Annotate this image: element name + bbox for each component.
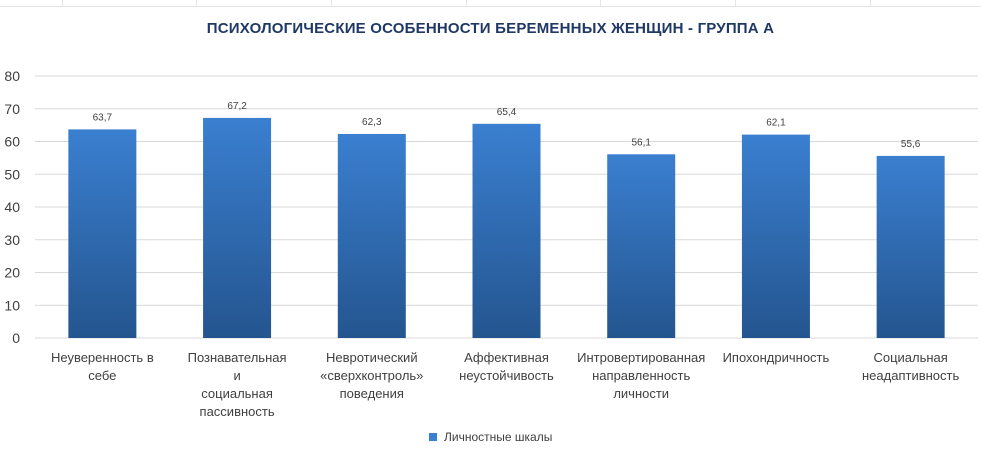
bar bbox=[203, 117, 272, 338]
x-tick-label: Ипохондричность bbox=[723, 350, 830, 365]
x-tick-label: неустойчивость bbox=[459, 368, 554, 383]
x-tick-label: социальная bbox=[201, 386, 273, 401]
y-tick-label: 50 bbox=[4, 166, 20, 182]
legend-swatch bbox=[428, 433, 437, 441]
top-spreadsheet-edge bbox=[0, 0, 981, 7]
y-tick-label: 10 bbox=[4, 297, 20, 313]
x-tick-label: Аффективная bbox=[464, 350, 549, 365]
x-tick-label: и bbox=[233, 368, 240, 383]
x-axis: Неуверенность в себе Познавательная и социал… bbox=[51, 350, 960, 419]
x-tick-label: поведения bbox=[340, 386, 404, 401]
bar bbox=[876, 155, 945, 338]
x-tick-label: Невротический bbox=[326, 350, 418, 365]
x-tick-label: пассивность bbox=[200, 404, 275, 419]
bar bbox=[741, 134, 810, 338]
data-label: 65,4 bbox=[497, 107, 517, 118]
x-tick-label: неадаптивность bbox=[862, 368, 959, 383]
x-tick-label: личности bbox=[613, 386, 669, 401]
y-tick-label: 30 bbox=[4, 232, 20, 248]
data-label: 62,3 bbox=[362, 117, 382, 128]
data-label: 56,1 bbox=[631, 137, 651, 148]
bar bbox=[337, 133, 406, 338]
y-tick-label: 60 bbox=[4, 134, 20, 150]
data-labels: 63,7 67,2 62,3 65,4 56,1 62,1 55,6 bbox=[93, 101, 921, 150]
data-label: 55,6 bbox=[901, 139, 921, 150]
x-tick-label: направленность bbox=[592, 368, 690, 383]
x-tick-label: Интровертированная bbox=[577, 350, 705, 365]
bar bbox=[607, 154, 676, 338]
x-tick-label: Социальная bbox=[873, 350, 947, 365]
data-label: 63,7 bbox=[93, 112, 113, 123]
x-tick-label: себе bbox=[88, 368, 116, 383]
chart-title: ПСИХОЛОГИЧЕСКИЕ ОСОБЕННОСТИ БЕРЕМЕННЫХ Ж… bbox=[206, 20, 775, 37]
y-tick-label: 20 bbox=[4, 265, 20, 281]
y-tick-label: 80 bbox=[4, 68, 20, 84]
legend-label: Личностные шкалы bbox=[444, 430, 553, 444]
x-tick-label: «сверхконтроль» bbox=[320, 368, 423, 383]
bar bbox=[68, 129, 137, 338]
legend: Личностные шкалы bbox=[0, 430, 981, 444]
data-label: 67,2 bbox=[227, 101, 247, 112]
bar bbox=[472, 123, 541, 338]
y-tick-label: 70 bbox=[4, 101, 20, 117]
y-tick-label: 0 bbox=[12, 330, 20, 346]
bars bbox=[68, 117, 945, 338]
x-tick-label: Познавательная bbox=[188, 350, 287, 365]
y-axis: 0 10 20 30 40 50 60 70 80 bbox=[4, 68, 20, 346]
y-tick-label: 40 bbox=[4, 199, 20, 215]
x-tick-label: Неуверенность в bbox=[51, 350, 154, 365]
data-label: 62,1 bbox=[766, 118, 786, 129]
